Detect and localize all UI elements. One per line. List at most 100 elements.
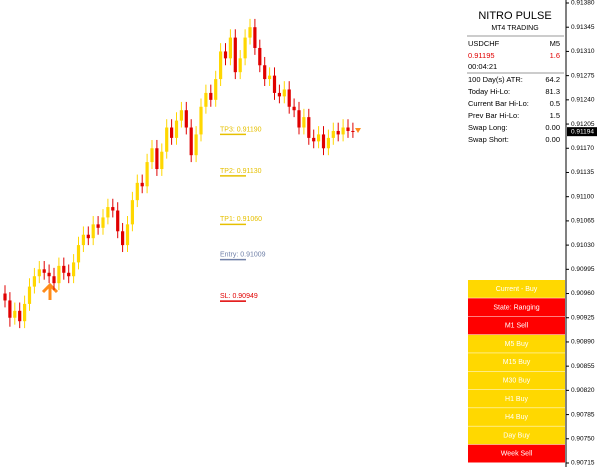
stat-value: 0.5 [550,99,560,108]
candle-body [184,110,188,128]
candle-body [248,27,252,38]
signal-box [468,426,565,445]
candle-body [96,224,100,228]
timeframe: M5 [550,39,560,48]
signal-box [468,298,565,317]
signal-label: M30 Buy [503,377,531,384]
candle-body [135,182,139,201]
candle-body [32,276,36,287]
y-tick-label: 0.91100 [571,193,594,200]
candle-body [228,37,232,59]
signal-box [468,353,565,371]
candle-body [179,110,183,121]
spread: 1.6 [550,51,560,60]
candle-body [317,134,321,142]
panel-title: NITRO PULSE [478,10,551,22]
candle-body [321,134,326,149]
y-tick-label: 0.90960 [571,290,595,297]
candle-body [67,272,71,277]
stat-label: Swap Long: [468,123,508,132]
candle-body [165,127,169,152]
stat-label: Swap Short: [468,135,509,144]
signal-box [468,444,565,463]
level-label: TP1: 0.91060 [220,216,262,223]
last-price-tag [567,127,597,137]
y-tick-label: 0.90855 [571,363,595,370]
candle-body [243,37,247,59]
y-tick-label: 0.91275 [571,72,595,79]
candle-body [258,47,262,66]
signal-label: M1 Sell [505,323,529,330]
level-label: TP3: 0.91190 [220,126,262,133]
y-tick-label: 0.90750 [571,436,595,443]
candle-body [238,58,242,73]
timer: 00:04:21 [468,62,497,71]
stat-label: Today Hi-Lo: [468,87,510,96]
candle-body [297,110,301,128]
y-tick-label: 0.90715 [571,460,595,467]
candle-body [194,134,198,156]
signal-label: H4 Buy [505,414,528,421]
candle-body [341,127,345,135]
candle-body [62,265,66,273]
candle-body [13,310,17,318]
candle-body [111,207,115,211]
candle-body [331,130,335,138]
y-tick-label: 0.90890 [571,339,595,346]
candle-body [277,92,281,97]
candle-body [272,75,277,93]
y-tick-label: 0.91345 [571,24,595,31]
candle-body [199,106,203,135]
buy-arrow [41,282,59,300]
candle-body [42,269,46,273]
candle-body [287,89,291,107]
stat-value: 0.00 [545,123,560,132]
candle-body [204,92,208,107]
candle-body [263,65,267,80]
y-tick-label: 0.91170 [571,145,594,152]
candle-body [145,162,149,187]
level-label: Entry: 0.91009 [220,251,266,258]
y-tick-label: 0.90925 [571,314,595,321]
panel-subtitle: MT4 TRADING [491,25,538,32]
candle-body [52,276,56,284]
candle-body [268,75,272,80]
candle-body [106,207,110,218]
candle-body [18,310,22,322]
candle-body [214,79,218,100]
signal-box [468,280,565,298]
current-marker [355,128,361,133]
signal-box [468,389,565,408]
stat-value: 81.3 [545,87,560,96]
candle-body [8,300,12,318]
y-tick-label: 0.91310 [571,48,595,55]
candle-body [150,148,154,163]
candle-body [130,200,134,225]
candle-body [326,137,330,149]
y-tick-label: 0.91205 [571,121,595,128]
signal-label: H1 Buy [505,396,528,403]
candle-body [155,148,159,170]
candle-body [189,127,193,156]
candle-body [170,127,174,138]
stat-label: Current Bar Hi-Lo: [468,99,529,108]
candle-body [209,92,213,100]
signal-label: Day Buy [503,432,530,439]
stat-value: 64.2 [545,75,560,84]
stat-value: 1.5 [550,111,560,120]
candle-body [336,130,340,135]
level-label: TP2: 0.91130 [220,168,262,175]
candle-body [253,27,257,48]
signal-box [468,316,565,335]
candle-body [72,262,76,277]
level-label: SL: 0.90949 [220,293,258,300]
signal-label: Current - Buy [496,286,538,293]
stat-value: 0.00 [545,135,560,144]
candle-body [27,286,32,304]
y-tick-label: 0.91240 [571,97,595,104]
symbol: USDCHF [468,39,500,48]
signal-box [468,408,565,426]
candle-body [125,224,130,246]
candle-body [346,127,350,131]
